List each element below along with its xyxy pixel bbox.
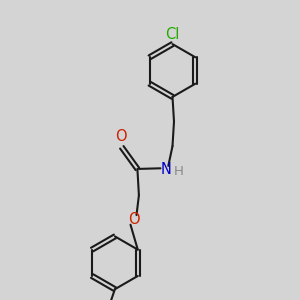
Text: O: O xyxy=(128,212,139,227)
Text: H: H xyxy=(174,165,183,178)
Text: N: N xyxy=(160,162,171,177)
Text: O: O xyxy=(116,129,127,144)
Text: Cl: Cl xyxy=(165,27,180,42)
